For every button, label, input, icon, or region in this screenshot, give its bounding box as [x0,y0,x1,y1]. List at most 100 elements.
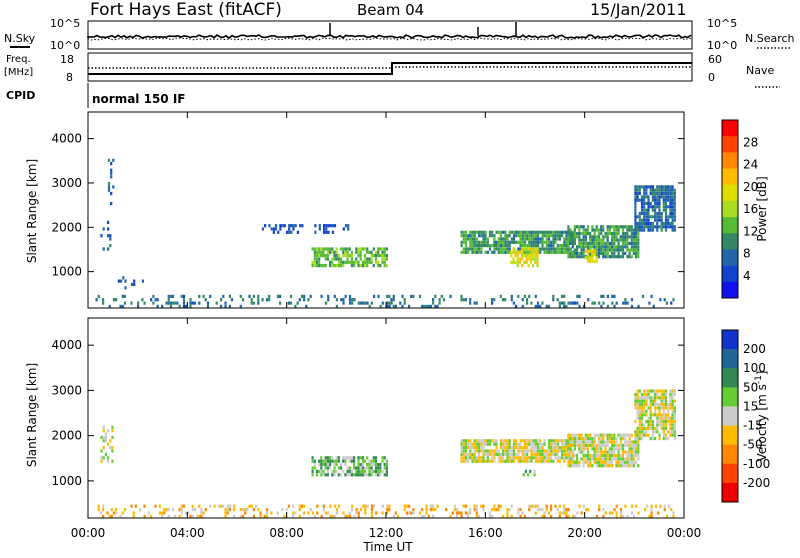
heatmap-cell [191,508,194,512]
x-tick-label: 08:00 [269,526,304,540]
heatmap-cell [576,301,579,305]
heatmap-cell [484,442,487,446]
heatmap-cell [123,301,127,305]
heatmap-cell [449,294,452,298]
heatmap-cell [482,452,485,456]
heatmap-cell [638,188,641,192]
heatmap-cell [532,230,535,234]
heatmap-cell [154,298,157,302]
heatmap-cell [573,251,576,255]
heatmap-cell [595,259,598,263]
x-tick-label: 00:00 [667,526,702,540]
heatmap-cell [495,439,498,443]
heatmap-cell [351,301,354,305]
heatmap-cell [656,416,659,420]
heatmap-cell [591,241,594,245]
heatmap-cell [628,251,631,255]
heatmap-cell [484,452,487,456]
heatmap-cell [230,298,234,302]
heatmap-cell [530,442,533,446]
heatmap-cell [392,294,395,298]
heatmap-cell [324,301,328,305]
heatmap-cell [589,235,592,239]
heatmap-cell [613,251,616,255]
heatmap-cell [543,452,546,456]
heatmap-cell [189,298,192,302]
heatmap-cell [432,514,435,518]
heatmap-cell [488,449,492,453]
heatmap-cell [478,459,481,463]
heatmap-cell [591,256,594,260]
heatmap-cell [523,446,527,450]
heatmap-cell [560,511,564,515]
heatmap-cell [671,420,674,424]
heatmap-cell [478,230,481,234]
heatmap-cell [669,406,672,410]
heatmap-cell [567,447,570,451]
heatmap-cell [649,215,652,219]
heatmap-cell [528,250,531,254]
heatmap-cell [480,250,483,254]
heatmap-cell [348,298,352,302]
heatmap-cell [649,221,652,226]
heatmap-cell [550,456,553,460]
power-colorbar-swatch [722,233,738,250]
heatmap-cell [611,453,614,458]
heatmap-cell [576,255,579,259]
heatmap-cell [536,508,540,512]
heatmap-cell [530,449,533,453]
heatmap-cell [576,453,579,458]
heatmap-cell [550,230,553,234]
heatmap-cell [552,244,555,248]
heatmap-cell [673,430,676,434]
velocity-colorbar-swatch [722,482,738,503]
heatmap-cell [261,227,264,231]
heatmap-cell [521,237,524,241]
heatmap-cell [504,237,507,241]
heatmap-cell [167,301,170,305]
heatmap-cell [318,469,321,473]
heatmap-cell [617,447,620,451]
heatmap-cell [626,235,629,239]
heatmap-cell [248,294,251,298]
heatmap-cell [541,449,544,453]
heatmap-cell [584,238,587,242]
heatmap-cell [480,240,483,244]
heatmap-cell [320,250,323,254]
heatmap-cell [355,473,358,477]
heatmap-cell [370,250,373,254]
heatmap-cell [385,463,388,467]
heatmap-cell [595,241,598,245]
heatmap-cell [521,244,524,248]
heatmap-cell [635,450,638,454]
heatmap-cell [527,247,530,251]
heatmap-cell [346,250,349,254]
heatmap-cell [508,439,511,443]
heatmap-cell [643,399,646,403]
heatmap-cell [467,442,470,446]
heatmap-cell [370,466,373,470]
heatmap-cell [624,443,627,447]
heatmap-cell [563,439,566,443]
heatmap-cell [327,294,330,298]
heatmap-cell [643,392,646,397]
heatmap-cell [504,446,507,450]
heatmap-cell [355,260,358,264]
heatmap-cell [606,464,609,468]
heatmap-cell [545,459,548,463]
heatmap-cell [296,230,299,234]
heatmap-cell [669,389,672,393]
heatmap-cell [541,240,544,244]
heatmap-cell [589,251,592,255]
heatmap-cell [640,205,644,209]
heatmap-cell [475,459,478,463]
heatmap-cell [484,237,487,241]
heatmap-cell [664,185,668,189]
heatmap-cell [534,247,537,251]
heatmap-cell [638,406,641,410]
heatmap-cell [377,294,380,298]
heatmap-cell [462,442,465,446]
heatmap-cell [640,399,644,403]
heatmap-cell [506,459,509,463]
